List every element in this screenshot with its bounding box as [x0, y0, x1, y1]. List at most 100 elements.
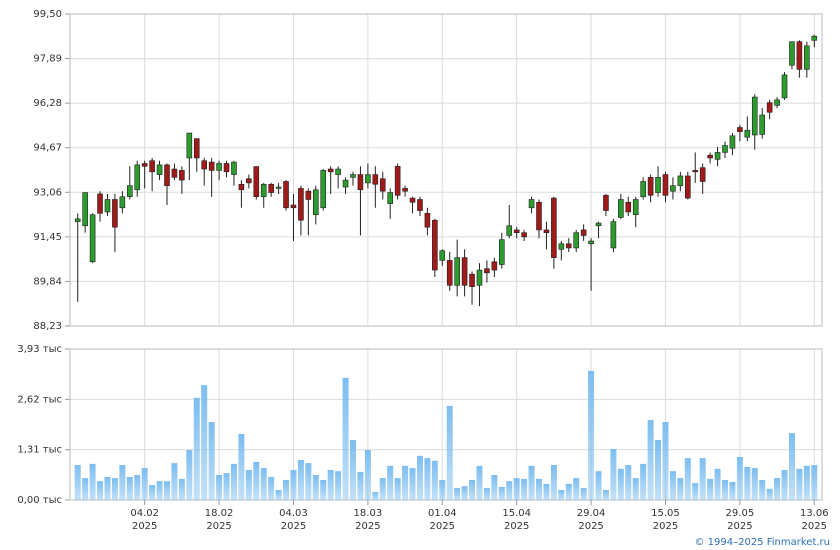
- candle-body: [231, 161, 237, 175]
- candle-body: [216, 163, 222, 171]
- volume-bar: [208, 422, 215, 500]
- candle-body: [387, 192, 394, 204]
- volume-bar: [692, 483, 699, 500]
- candle-body: [751, 96, 758, 136]
- candle-body: [164, 164, 170, 186]
- volume-bar: [602, 490, 609, 500]
- candle-body: [156, 164, 163, 175]
- candle-body: [268, 183, 274, 193]
- volume-bar: [461, 486, 468, 500]
- candle-body: [186, 132, 193, 159]
- volume-bar: [483, 488, 490, 500]
- candle-body: [201, 160, 207, 170]
- volume-bar: [409, 468, 416, 500]
- y-tick-label: 2,62 тыс: [17, 394, 62, 405]
- candle-body: [379, 178, 386, 192]
- volume-bar: [350, 440, 356, 500]
- volume-bar: [714, 468, 721, 500]
- x-tick-label: 04.02 2025: [130, 508, 159, 532]
- volume-bar: [677, 478, 684, 500]
- volume-bar: [617, 468, 624, 500]
- y-tick-label: 1,31 тыс: [17, 445, 62, 456]
- candle-body: [446, 260, 453, 286]
- candle-body: [759, 114, 766, 135]
- volume-bar: [610, 448, 617, 500]
- volume-bar: [186, 450, 193, 500]
- volume-bar: [149, 485, 156, 500]
- candle-body: [789, 41, 795, 66]
- plot-frame: [69, 13, 823, 327]
- candle-body: [454, 257, 460, 286]
- candle-body: [179, 170, 185, 181]
- volume-bar: [536, 478, 542, 500]
- candle-body: [484, 268, 490, 274]
- volume-bar: [327, 470, 334, 500]
- candle-body: [684, 175, 691, 199]
- volume-bar: [305, 463, 312, 500]
- volume-bar: [707, 478, 714, 500]
- volume-bar: [625, 465, 632, 500]
- volume-bar: [372, 491, 379, 500]
- y-tick-label: 94,67: [33, 143, 62, 154]
- candle-body: [536, 201, 542, 231]
- volume-bar: [268, 476, 275, 500]
- candle-body: [603, 195, 609, 211]
- candle-body: [298, 188, 304, 221]
- candle-body: [647, 177, 654, 196]
- volume-bar: [729, 481, 736, 500]
- candle-body: [811, 35, 818, 41]
- volume-bar: [506, 481, 513, 500]
- volume-bar: [119, 465, 126, 500]
- candle-body: [409, 197, 416, 203]
- candle-body: [417, 199, 423, 211]
- volume-bar: [751, 468, 758, 500]
- candle-body: [253, 166, 260, 198]
- candle-body: [498, 239, 505, 265]
- volume-bar: [655, 440, 662, 500]
- candle-body: [119, 196, 126, 209]
- x-tick-label: 29.05 2025: [726, 508, 755, 532]
- candle-body: [357, 174, 364, 191]
- y-tick-label: 91,45: [33, 232, 62, 243]
- candle-body: [692, 170, 699, 173]
- volume-bar: [647, 420, 654, 500]
- candle-body: [565, 243, 572, 249]
- volume-bar: [796, 468, 803, 500]
- volume-bar: [766, 488, 773, 500]
- candle-body: [677, 175, 684, 186]
- volume-bar: [253, 461, 260, 500]
- volume-bar: [662, 422, 669, 500]
- candle-body: [432, 219, 438, 271]
- volume-bar: [558, 490, 565, 500]
- candle-body: [127, 185, 133, 198]
- volume-bar: [342, 377, 349, 500]
- y-tick-label: 89,84: [33, 276, 62, 287]
- candle-body: [238, 183, 245, 191]
- volume-bar: [416, 455, 423, 500]
- candle-body: [781, 74, 788, 99]
- plot-frame: [69, 348, 823, 501]
- candle-body: [104, 199, 111, 213]
- volume-bar: [171, 463, 178, 500]
- y-tick-label: 0,00 тыс: [17, 495, 62, 506]
- volume-bar: [759, 480, 766, 500]
- y-tick-label: 93,06: [33, 187, 62, 198]
- volume-bar: [111, 478, 118, 500]
- volume-bar: [722, 480, 728, 500]
- candle-body: [141, 163, 148, 167]
- candle-body: [610, 221, 617, 249]
- candle-body: [766, 102, 773, 113]
- volume-bar: [379, 478, 386, 500]
- x-tick-label: 15.05 2025: [651, 508, 680, 532]
- candle-body: [365, 174, 371, 184]
- volume-bar: [82, 478, 89, 500]
- volume-bar: [312, 475, 319, 500]
- volume-bar: [230, 463, 237, 500]
- candle-body: [260, 183, 267, 198]
- volume-bar: [528, 465, 535, 500]
- candle-body: [580, 229, 587, 236]
- candle-body: [327, 168, 334, 173]
- volume-bar: [178, 478, 185, 500]
- volume-bar: [580, 488, 587, 500]
- copyright: © 1994–2025 Finmarket.ru: [694, 537, 830, 548]
